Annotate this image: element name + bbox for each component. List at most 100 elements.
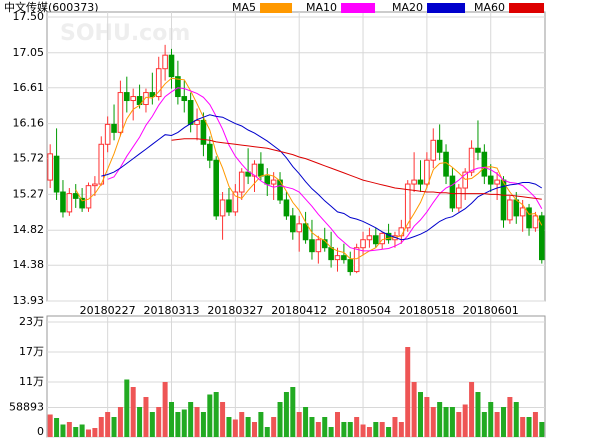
volume-bar (264, 427, 270, 437)
candle-body (507, 199, 513, 221)
y-tick-label: 14.38 (13, 258, 45, 271)
candle-body (296, 223, 302, 233)
candle-body (353, 247, 360, 273)
volume-bar (111, 417, 117, 437)
x-tick-label: 20180601 (463, 304, 519, 317)
candle-body (238, 171, 245, 193)
candle-body (526, 207, 532, 229)
volume-bar (258, 412, 264, 437)
volume-bar (54, 418, 60, 437)
volume-bar (315, 422, 321, 437)
volume-bar (456, 412, 462, 437)
volume-bar (239, 412, 245, 437)
candle-body (283, 199, 290, 217)
candle-body (143, 92, 149, 106)
volume-bar (117, 407, 123, 437)
volume-tick-label: 17万 (19, 345, 44, 358)
volume-bar (373, 422, 379, 437)
candle-body (309, 239, 315, 253)
y-tick-label: 13.93 (13, 294, 45, 307)
x-tick-label: 20180327 (207, 304, 263, 317)
volume-bar (424, 397, 430, 437)
candle-body (117, 92, 124, 133)
volume-bar (271, 417, 277, 437)
candle-body (290, 215, 296, 233)
candle-body (72, 193, 79, 199)
candle-body (66, 193, 73, 213)
volume-bar (418, 392, 423, 437)
candle-body (181, 96, 188, 102)
volume-bar (220, 402, 226, 437)
volume-bar (437, 402, 443, 437)
volume-bar (245, 417, 251, 437)
volume-tick-label: 0 (37, 425, 44, 438)
volume-bar (481, 412, 487, 437)
volume-bar (162, 382, 168, 437)
volume-bar (520, 417, 526, 437)
candle-body (85, 185, 92, 209)
candle-body (532, 215, 539, 229)
volume-bar (143, 397, 149, 437)
candle-body (111, 123, 117, 133)
volume-bar (232, 419, 238, 437)
candle-body (162, 54, 168, 70)
candle-body (379, 232, 385, 245)
candle-body (366, 235, 373, 241)
volume-bar (501, 407, 506, 437)
volume-bar (277, 402, 283, 437)
y-tick-label: 15.72 (13, 152, 45, 165)
volume-bar (526, 417, 532, 437)
volume-bar (532, 412, 538, 437)
volume-bar (513, 402, 519, 437)
candle-body (251, 163, 258, 177)
volume-bar (366, 427, 372, 437)
candle-body (315, 239, 322, 253)
candle-body (175, 76, 181, 98)
volume-bar (226, 417, 232, 437)
candle-body (481, 151, 488, 177)
legend-label: MA10 (306, 1, 337, 14)
candle-body (436, 139, 443, 153)
volume-bar (66, 422, 72, 437)
legend-label: MA60 (474, 1, 505, 14)
volume-bar (475, 392, 481, 437)
x-tick-label: 20180518 (399, 304, 455, 317)
volume-bar (156, 407, 162, 437)
candle-body (404, 183, 411, 229)
candle-body (468, 147, 475, 173)
volume-bar (328, 427, 334, 437)
candle-body (487, 175, 494, 185)
volume-bar (175, 412, 181, 437)
volume-bar (341, 422, 347, 437)
legend-swatch (260, 3, 293, 13)
candle-body (347, 259, 354, 273)
y-tick-label: 17.05 (13, 46, 45, 59)
candle-body (149, 92, 156, 98)
volume-bar (379, 422, 385, 437)
candle-body (519, 207, 526, 217)
volume-bar (309, 417, 315, 437)
candle-body (104, 123, 111, 145)
legend-swatch (427, 3, 466, 13)
candle-body (475, 147, 481, 153)
volume-bar (124, 379, 130, 437)
candle-body (456, 187, 462, 209)
x-tick-label: 20180313 (144, 304, 200, 317)
candle-body (219, 199, 226, 217)
volume-bar (303, 407, 309, 437)
volume-bar (213, 392, 219, 437)
candle-body (539, 215, 545, 261)
volume-bar (354, 417, 360, 437)
candle-body (194, 119, 200, 125)
candle-body (494, 179, 500, 185)
volume-bar (494, 412, 500, 437)
candle-body (302, 223, 309, 241)
volume-bar (98, 417, 104, 437)
legend-swatch (341, 3, 376, 13)
candle-body (341, 255, 347, 261)
chart-title: 中文传媒(600373) (4, 0, 99, 14)
legend-label: MA5 (232, 1, 256, 14)
candle-body (328, 247, 334, 261)
candle-body (270, 179, 277, 185)
